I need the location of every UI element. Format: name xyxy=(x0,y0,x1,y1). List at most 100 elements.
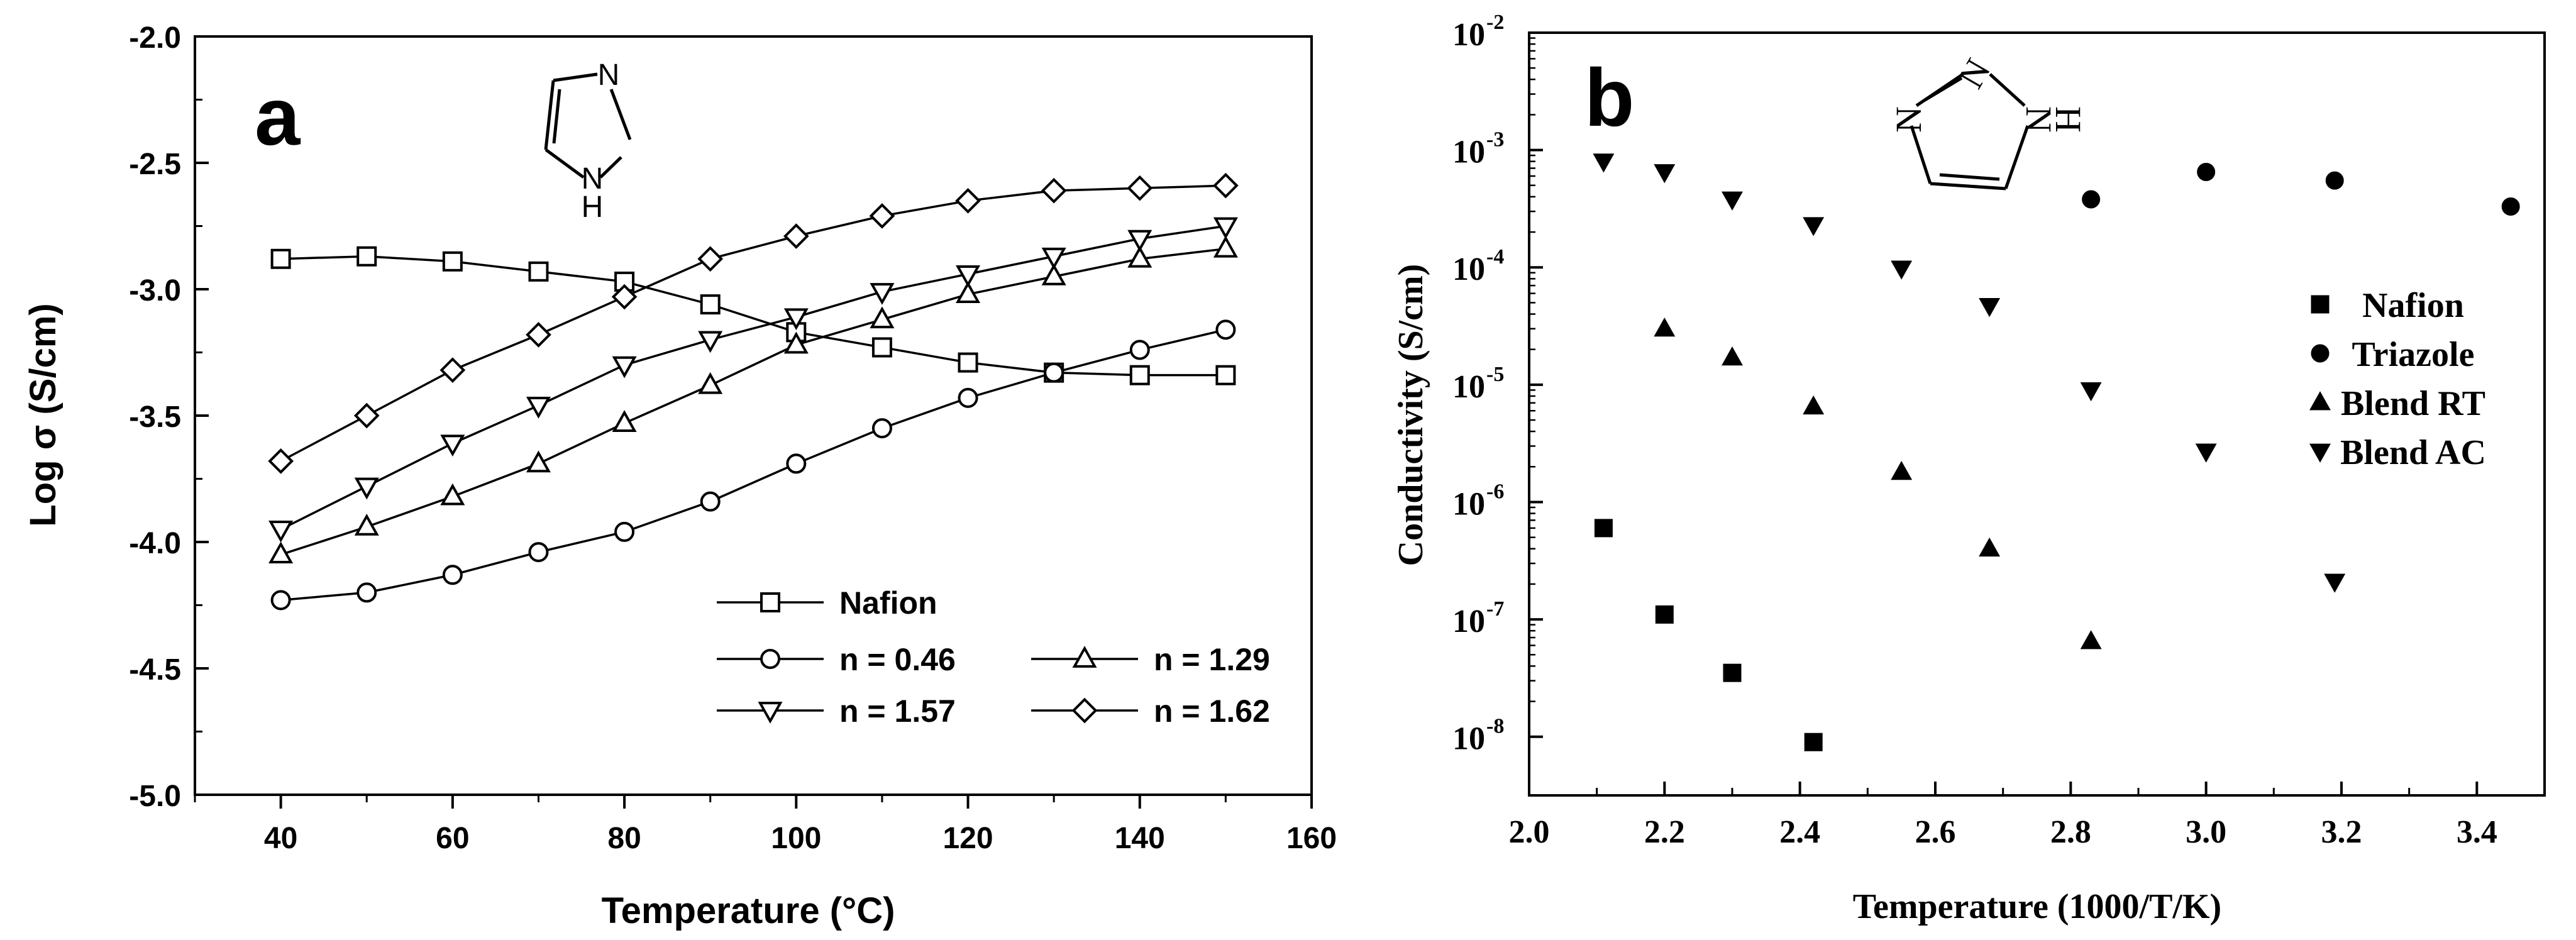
legend-label-diamond: n = 1.62 xyxy=(1154,694,1270,729)
panel-a-point-square xyxy=(871,337,892,358)
panel-b-y-tick-base: 10 xyxy=(1452,17,1485,53)
panel-b-y-tick-base: 10 xyxy=(1452,721,1485,757)
panel-a-markers xyxy=(268,172,1239,611)
panel-a-y-axis-title: Log σ (S/cm) xyxy=(23,303,64,526)
panel-b-x-tick-label: 3.4 xyxy=(2457,814,2497,850)
panel-b-point-triangle-down xyxy=(1803,217,1825,236)
panel-a-point-diamond xyxy=(869,203,895,229)
legend-b-label-triangle-up: Blend RT xyxy=(2341,384,2485,423)
panel-a-point-square xyxy=(357,246,377,267)
panel-a-line-diamond xyxy=(280,184,1226,462)
legend-b-marker-square xyxy=(2311,295,2330,314)
legend-marker-diamond xyxy=(1071,697,1098,724)
panel-a-point-triangle-down xyxy=(354,477,379,500)
panel-b-y-tick-label: 10 xyxy=(1452,369,1485,405)
panel-b-point-triangle-up xyxy=(1979,537,2001,557)
panel-b-point-triangle-down xyxy=(1593,153,1615,173)
panel-b-y-tick-label: 10 xyxy=(1452,721,1485,757)
panel-b-y-tick-label: 10 xyxy=(1452,486,1485,522)
panel-a-point-circle xyxy=(442,565,463,585)
panel-b-plot-frame xyxy=(1528,31,2546,797)
panel-a-line-square xyxy=(280,255,1226,377)
panel-a-series-lines xyxy=(280,184,1226,602)
panel-b-y-tick-label: 10 xyxy=(1452,604,1485,639)
panel-b-point-triangle-down xyxy=(2195,443,2217,463)
panel-b-point-triangle-down xyxy=(1979,298,2001,318)
legend-b-label-square: Nafion xyxy=(2362,286,2464,325)
panel-a-point-triangle-down xyxy=(526,397,551,419)
legend-marker-circle xyxy=(760,649,780,669)
panel-a-y-tick-label: -4.5 xyxy=(129,653,181,687)
panel-a-point-square xyxy=(270,248,291,269)
legend-label-triangle-down: n = 1.57 xyxy=(839,694,956,729)
panel-b-point-square xyxy=(1723,663,1742,682)
panel-a-point-triangle-up xyxy=(268,541,294,563)
panel-b-point-triangle-down xyxy=(1891,260,1913,280)
panel-b-x-tick-label: 3.2 xyxy=(2321,814,2362,850)
panel-a-point-circle xyxy=(357,582,377,603)
panel-a-point-triangle-down xyxy=(268,521,294,543)
legend-label-circle: n = 0.46 xyxy=(839,642,956,677)
panel-a-x-tick-label: 80 xyxy=(607,822,641,855)
panel-a-y-axis: -2.0 -2.5 -3.0 -3.5 -4.0 -4.5 -5.0 xyxy=(129,21,209,813)
panel-a-x-tick-label: 40 xyxy=(264,822,297,855)
panel-a-x-tick-label: 100 xyxy=(771,822,821,855)
triazole-n-top: N xyxy=(1950,52,1998,95)
panel-a-point-triangle-down xyxy=(1213,217,1238,240)
panel-a-point-circle xyxy=(786,453,807,474)
panel-a-y-tick-label: -2.0 xyxy=(129,21,181,55)
panel-a-point-triangle-up xyxy=(612,410,637,432)
panel-a-point-circle xyxy=(700,491,721,512)
imidazole-n: N xyxy=(598,58,620,92)
panel-a-point-diamond xyxy=(439,357,466,383)
panel-a-y-tick-label: -3.0 xyxy=(129,274,181,307)
panel-b-legend: Nafion Triazole Blend RT Blend AC xyxy=(2309,286,2486,472)
panel-a-point-triangle-up xyxy=(783,331,809,354)
panel-b-y-tick-exp: -4 xyxy=(1486,245,1504,268)
panel-a-point-triangle-up xyxy=(956,281,981,303)
legend-marker-triangle-down xyxy=(758,702,783,724)
panel-b-x-tick-label: 2.4 xyxy=(1779,814,1820,850)
panel-a-point-triangle-up xyxy=(1127,245,1153,268)
panel-b-y-tick-base: 10 xyxy=(1452,135,1485,170)
panel-b-point-triangle-up xyxy=(1891,461,1913,480)
panel-a-x-axis: 40 60 80 100 120 140 160 xyxy=(194,795,1337,855)
panel-b-y-tick-base: 10 xyxy=(1452,252,1485,287)
panel-a-point-triangle-up xyxy=(1213,235,1238,258)
legend-marker-triangle-up xyxy=(1072,646,1097,668)
panel-a-point-circle xyxy=(528,542,549,563)
panel-a-point-triangle-up xyxy=(526,450,551,473)
panel-a-point-circle xyxy=(958,387,978,408)
panel-a-point-circle xyxy=(1129,340,1150,360)
panel-a-label: a xyxy=(255,70,301,162)
panel-b-y-tick-exp: -5 xyxy=(1486,363,1504,386)
panel-b-point-triangle-down xyxy=(1654,164,1676,184)
legend-label-square: Nafion xyxy=(839,585,937,621)
panel-b-x-tick-label: 2.2 xyxy=(1644,814,1685,850)
panel-a-point-triangle-down xyxy=(956,265,981,287)
panel-b-point-triangle-up xyxy=(1722,346,1743,366)
panel-b-point-triangle-down xyxy=(1722,191,1743,211)
panel-b-y-tick-exp: -6 xyxy=(1486,480,1504,503)
panel-b-label: b xyxy=(1584,52,1634,143)
panel-a-point-diamond xyxy=(353,402,380,429)
panel-b-y-tick-exp: -7 xyxy=(1486,597,1504,621)
panel-a-x-tick-label: 160 xyxy=(1286,822,1337,855)
panel-a-point-square xyxy=(700,294,721,315)
panel-b-point-triangle-down xyxy=(2324,573,2346,593)
triazole-nh-h: H xyxy=(2048,106,2089,133)
panel-a-y-tick-label: -5.0 xyxy=(129,780,181,813)
panel-a-point-triangle-up xyxy=(698,372,723,394)
imidazole-nh-h: H xyxy=(582,191,604,224)
panel-b-y-tick-label: 10 xyxy=(1452,17,1485,53)
legend-label-triangle-up: n = 1.29 xyxy=(1154,642,1270,677)
panel-a-x-tick-label: 60 xyxy=(436,822,469,855)
panel-a-point-circle xyxy=(1215,319,1236,340)
panel-a-point-square xyxy=(958,352,978,373)
panel-a-point-diamond xyxy=(955,187,981,214)
panel-a-point-square xyxy=(442,251,463,272)
panel-a-point-circle xyxy=(1044,362,1064,383)
panel-b-point-triangle-up xyxy=(1654,317,1676,337)
panel-b-x-tick-label: 3.0 xyxy=(2186,814,2226,850)
